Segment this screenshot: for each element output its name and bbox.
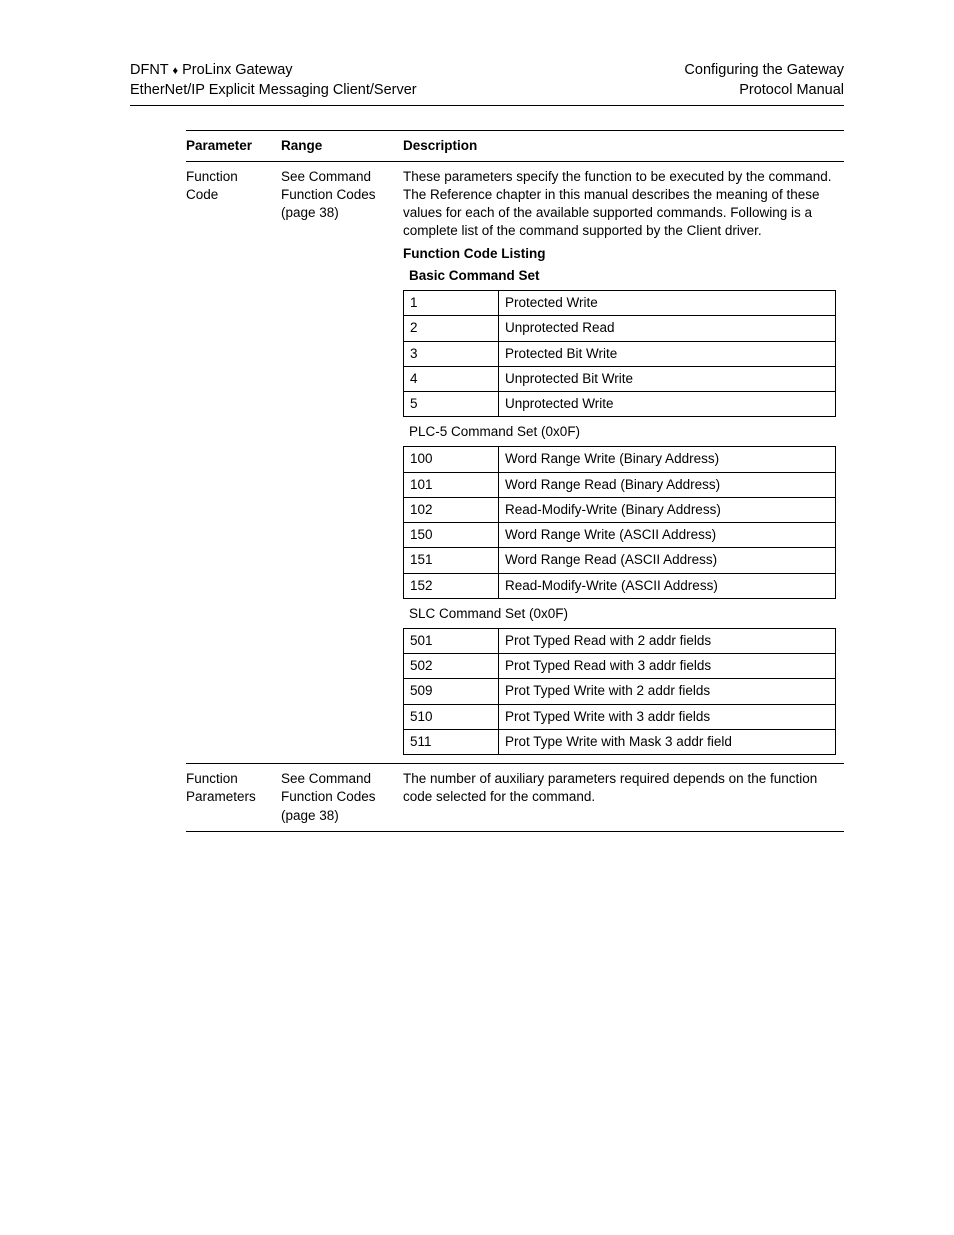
command-set-table: 501Prot Typed Read with 2 addr fields502… [403, 628, 836, 755]
command-code: 510 [404, 704, 499, 729]
command-set-label: SLC Command Set (0x0F) [403, 601, 836, 626]
command-row: 511Prot Type Write with Mask 3 addr fiel… [404, 729, 836, 754]
command-name: Word Range Write (ASCII Address) [499, 523, 836, 548]
function-code-listing-label: Function Code Listing [403, 245, 836, 263]
table-row: Function Parameters See Command Function… [186, 764, 844, 832]
command-name: Protected Bit Write [499, 341, 836, 366]
table-row: Function Code See Command Function Codes… [186, 161, 844, 763]
command-set-table: 100Word Range Write (Binary Address)101W… [403, 446, 836, 598]
command-code: 509 [404, 679, 499, 704]
command-row: 150Word Range Write (ASCII Address) [404, 523, 836, 548]
cell-description: The number of auxiliary parameters requi… [403, 764, 844, 832]
command-row: 102Read-Modify-Write (Binary Address) [404, 497, 836, 522]
command-name: Read-Modify-Write (ASCII Address) [499, 573, 836, 598]
command-name: Word Range Write (Binary Address) [499, 447, 836, 472]
sections-host: Basic Command Set1Protected Write2Unprot… [403, 263, 836, 755]
cell-range: See Command Function Codes (page 38) [281, 764, 403, 832]
table-header-row: Parameter Range Description [186, 130, 844, 161]
header-product-name: ProLinx Gateway [178, 62, 292, 78]
command-row: 510Prot Typed Write with 3 addr fields [404, 704, 836, 729]
cell-range: See Command Function Codes (page 38) [281, 161, 403, 763]
command-name: Protected Write [499, 291, 836, 316]
content: Parameter Range Description Function Cod… [186, 130, 844, 832]
command-code: 511 [404, 729, 499, 754]
command-name: Prot Typed Read with 2 addr fields [499, 628, 836, 653]
page-header: DFNT ♦ ProLinx Gateway EtherNet/IP Expli… [130, 60, 844, 106]
command-name: Read-Modify-Write (Binary Address) [499, 497, 836, 522]
header-left-line1: DFNT ♦ ProLinx Gateway [130, 60, 417, 80]
col-header-description: Description [403, 130, 844, 161]
cell-description: These parameters specify the function to… [403, 161, 844, 763]
description-paragraph: These parameters specify the function to… [403, 168, 836, 241]
command-name: Unprotected Read [499, 316, 836, 341]
page: DFNT ♦ ProLinx Gateway EtherNet/IP Expli… [0, 0, 954, 1235]
command-name: Unprotected Write [499, 392, 836, 417]
cell-parameter: Function Code [186, 161, 281, 763]
command-row: 509Prot Typed Write with 2 addr fields [404, 679, 836, 704]
command-code: 100 [404, 447, 499, 472]
command-name: Prot Type Write with Mask 3 addr field [499, 729, 836, 754]
command-code: 1 [404, 291, 499, 316]
command-name: Word Range Read (Binary Address) [499, 472, 836, 497]
parameter-table: Parameter Range Description Function Cod… [186, 130, 844, 832]
command-row: 151Word Range Read (ASCII Address) [404, 548, 836, 573]
command-row: 100Word Range Write (Binary Address) [404, 447, 836, 472]
command-code: 3 [404, 341, 499, 366]
header-right-line1: Configuring the Gateway [684, 60, 844, 80]
command-code: 4 [404, 366, 499, 391]
header-right-line2: Protocol Manual [684, 80, 844, 100]
command-code: 2 [404, 316, 499, 341]
command-row: 4Unprotected Bit Write [404, 366, 836, 391]
command-set-table: 1Protected Write2Unprotected Read3Protec… [403, 290, 836, 417]
cell-parameter: Function Parameters [186, 764, 281, 832]
header-product-code: DFNT [130, 62, 172, 78]
command-row: 2Unprotected Read [404, 316, 836, 341]
command-code: 102 [404, 497, 499, 522]
command-row: 502Prot Typed Read with 3 addr fields [404, 654, 836, 679]
col-header-parameter: Parameter [186, 130, 281, 161]
command-name: Prot Typed Write with 2 addr fields [499, 679, 836, 704]
command-code: 101 [404, 472, 499, 497]
command-code: 152 [404, 573, 499, 598]
command-code: 5 [404, 392, 499, 417]
command-set-label: Basic Command Set [403, 263, 836, 288]
command-code: 151 [404, 548, 499, 573]
col-header-range: Range [281, 130, 403, 161]
header-left: DFNT ♦ ProLinx Gateway EtherNet/IP Expli… [130, 60, 417, 101]
header-left-line2: EtherNet/IP Explicit Messaging Client/Se… [130, 80, 417, 100]
command-row: 1Protected Write [404, 291, 836, 316]
command-row: 101Word Range Read (Binary Address) [404, 472, 836, 497]
command-name: Prot Typed Read with 3 addr fields [499, 654, 836, 679]
command-row: 5Unprotected Write [404, 392, 836, 417]
command-row: 152Read-Modify-Write (ASCII Address) [404, 573, 836, 598]
header-right: Configuring the Gateway Protocol Manual [684, 60, 844, 101]
command-row: 3Protected Bit Write [404, 341, 836, 366]
command-code: 501 [404, 628, 499, 653]
command-name: Prot Typed Write with 3 addr fields [499, 704, 836, 729]
command-code: 502 [404, 654, 499, 679]
command-name: Unprotected Bit Write [499, 366, 836, 391]
command-set-label: PLC-5 Command Set (0x0F) [403, 419, 836, 444]
command-row: 501Prot Typed Read with 2 addr fields [404, 628, 836, 653]
command-code: 150 [404, 523, 499, 548]
command-name: Word Range Read (ASCII Address) [499, 548, 836, 573]
